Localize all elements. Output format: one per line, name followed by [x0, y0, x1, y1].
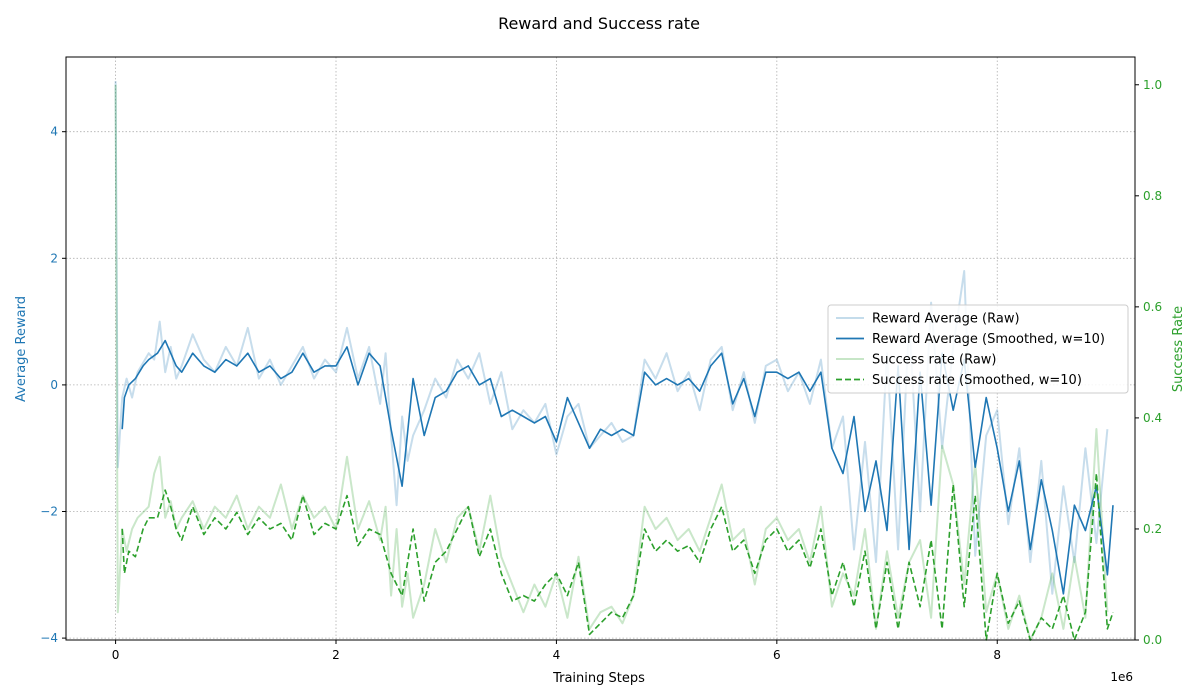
- x-tick-label: 8: [993, 648, 1001, 662]
- x-tick-label: 0: [112, 648, 120, 662]
- y-right-tick-label: 0.6: [1143, 300, 1162, 314]
- plot-frame: [65, 56, 1136, 641]
- y-right-tick-label: 0.4: [1143, 411, 1162, 425]
- legend-label: Success rate (Raw): [872, 353, 997, 368]
- y-left-tick-label: 2: [50, 251, 58, 265]
- y-right-axis: 0.0 0.2 0.4 0.6 0.8 1.0: [1135, 78, 1162, 647]
- legend-label: Reward Average (Raw): [872, 312, 1020, 327]
- y-right-tick-label: 1.0: [1143, 78, 1162, 92]
- y-right-axis-label: Success Rate: [1171, 306, 1186, 392]
- legend-box: [827, 304, 1129, 394]
- x-tick-label: 2: [332, 648, 340, 662]
- series-line-4: [121, 472, 1114, 641]
- series-line-1: [114, 81, 1109, 595]
- y-left-tick-label: 4: [50, 125, 58, 139]
- y-left-tick-label: −4: [40, 631, 58, 645]
- x-tick-label: 6: [773, 648, 781, 662]
- legend-label: Reward Average (Smoothed, w=10): [872, 332, 1105, 347]
- x-tick-label: 4: [553, 648, 561, 662]
- legend: Reward Average (Raw) Reward Average (Smoo…: [827, 304, 1129, 394]
- x-offset-label: 1e6: [1110, 670, 1133, 684]
- series-line-3: [114, 84, 1109, 641]
- x-axis: 0 2 4 6 8: [112, 640, 1001, 662]
- chart-title: Reward and Success rate: [498, 14, 700, 33]
- y-right-tick-label: 0.0: [1143, 633, 1162, 647]
- y-right-tick-label: 0.8: [1143, 189, 1162, 203]
- legend-label: Success rate (Smoothed, w=10): [872, 373, 1082, 388]
- y-left-tick-label: −2: [40, 504, 58, 518]
- y-left-tick-label: 0: [50, 378, 58, 392]
- x-axis-label: Training Steps: [552, 671, 645, 686]
- y-right-tick-label: 0.2: [1143, 522, 1162, 536]
- y-left-axis-label: Average Reward: [14, 296, 29, 402]
- y-left-axis: −4 −2 0 2 4: [40, 125, 66, 645]
